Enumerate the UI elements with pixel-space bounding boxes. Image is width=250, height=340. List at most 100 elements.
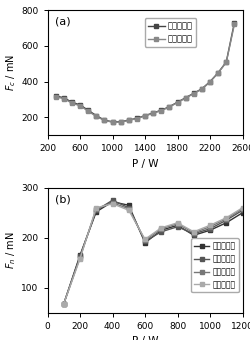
第二次实验 bbox=[176, 225, 179, 229]
Line: 第三次实验: 第三次实验 bbox=[62, 201, 244, 306]
Legend: 第一次实验, 第二次实验, 第三次实验, 第四次实验: 第一次实验, 第二次实验, 第三次实验, 第四次实验 bbox=[191, 238, 239, 292]
第一次实验 bbox=[160, 108, 163, 112]
第三次实验 bbox=[144, 238, 146, 242]
第二次实验 bbox=[144, 239, 146, 243]
第一次实验 bbox=[192, 91, 195, 95]
第一次实验 bbox=[54, 94, 57, 98]
第一次实验 bbox=[62, 302, 65, 306]
第一次实验 bbox=[208, 80, 212, 84]
第二次实验 bbox=[208, 227, 212, 231]
Y-axis label: $F_n$ / mN: $F_n$ / mN bbox=[5, 232, 18, 269]
第二次实验 bbox=[160, 108, 163, 113]
第四次实验 bbox=[95, 206, 98, 210]
第二次实验 bbox=[233, 22, 236, 27]
第二次实验 bbox=[95, 115, 98, 119]
第一次实验 bbox=[111, 120, 114, 124]
Legend: 第一次实验, 第二次实验: 第一次实验, 第二次实验 bbox=[144, 18, 196, 47]
第四次实验 bbox=[111, 202, 114, 206]
第二次实验 bbox=[127, 118, 130, 122]
第一次实验 bbox=[160, 228, 163, 232]
Line: 第四次实验: 第四次实验 bbox=[62, 202, 244, 306]
第四次实验 bbox=[62, 302, 65, 306]
Text: (a): (a) bbox=[55, 16, 71, 27]
第二次实验 bbox=[78, 254, 82, 258]
第二次实验 bbox=[152, 111, 154, 115]
第二次实验 bbox=[241, 208, 244, 212]
第一次实验 bbox=[225, 60, 228, 64]
第一次实验 bbox=[111, 200, 114, 204]
第一次实验 bbox=[95, 210, 98, 214]
第四次实验 bbox=[225, 216, 228, 220]
第四次实验 bbox=[241, 206, 244, 210]
第二次实验 bbox=[225, 60, 228, 64]
第二次实验 bbox=[168, 105, 171, 109]
第四次实验 bbox=[208, 223, 212, 227]
第二次实验 bbox=[192, 91, 195, 96]
第三次实验 bbox=[127, 207, 130, 211]
第三次实验 bbox=[208, 225, 212, 229]
第一次实验 bbox=[241, 211, 244, 215]
第二次实验 bbox=[78, 104, 82, 108]
Y-axis label: $F_c$ / mN: $F_c$ / mN bbox=[5, 54, 18, 91]
第三次实验 bbox=[192, 231, 195, 235]
第二次实验 bbox=[62, 302, 65, 306]
第一次实验 bbox=[78, 253, 82, 257]
第三次实验 bbox=[176, 222, 179, 226]
第四次实验 bbox=[127, 208, 130, 212]
第二次实验 bbox=[216, 71, 220, 75]
第一次实验 bbox=[103, 118, 106, 122]
第一次实验 bbox=[119, 120, 122, 124]
第四次实验 bbox=[144, 237, 146, 241]
第二次实验 bbox=[86, 109, 90, 113]
第二次实验 bbox=[103, 118, 106, 122]
第二次实验 bbox=[70, 101, 74, 105]
Text: (b): (b) bbox=[55, 194, 71, 204]
第一次实验 bbox=[127, 203, 130, 207]
第一次实验 bbox=[86, 108, 90, 112]
第一次实验 bbox=[192, 233, 195, 237]
Line: 第二次实验: 第二次实验 bbox=[62, 198, 244, 306]
第二次实验 bbox=[111, 198, 114, 202]
Line: 第一次实验: 第一次实验 bbox=[62, 200, 244, 306]
第二次实验 bbox=[176, 101, 179, 105]
第一次实验 bbox=[176, 223, 179, 227]
第一次实验 bbox=[152, 111, 154, 115]
第二次实验 bbox=[160, 230, 163, 234]
X-axis label: P / W: P / W bbox=[132, 336, 158, 340]
第二次实验 bbox=[200, 87, 203, 91]
第四次实验 bbox=[192, 230, 195, 234]
第三次实验 bbox=[78, 256, 82, 260]
第一次实验 bbox=[208, 228, 212, 232]
Line: 第一次实验: 第一次实验 bbox=[54, 21, 236, 124]
第四次实验 bbox=[160, 226, 163, 230]
第二次实验 bbox=[208, 80, 212, 84]
第二次实验 bbox=[127, 206, 130, 210]
第一次实验 bbox=[200, 87, 203, 91]
第二次实验 bbox=[184, 96, 187, 100]
第一次实验 bbox=[136, 116, 138, 120]
第四次实验 bbox=[176, 221, 179, 225]
第三次实验 bbox=[111, 201, 114, 205]
第一次实验 bbox=[144, 241, 146, 245]
第二次实验 bbox=[54, 95, 57, 99]
第二次实验 bbox=[144, 114, 146, 118]
第二次实验 bbox=[192, 232, 195, 236]
第一次实验 bbox=[127, 118, 130, 122]
第二次实验 bbox=[111, 120, 114, 124]
第二次实验 bbox=[119, 120, 122, 124]
第二次实验 bbox=[225, 218, 228, 222]
第一次实验 bbox=[62, 96, 65, 100]
第一次实验 bbox=[70, 100, 74, 104]
第四次实验 bbox=[78, 257, 82, 261]
第一次实验 bbox=[144, 114, 146, 118]
第三次实验 bbox=[95, 207, 98, 211]
X-axis label: P / W: P / W bbox=[132, 159, 158, 169]
第一次实验 bbox=[168, 105, 171, 109]
第二次实验 bbox=[136, 117, 138, 121]
第二次实验 bbox=[62, 97, 65, 101]
第一次实验 bbox=[184, 96, 187, 100]
第三次实验 bbox=[62, 302, 65, 306]
第三次实验 bbox=[225, 217, 228, 221]
Line: 第二次实验: 第二次实验 bbox=[54, 22, 236, 124]
第一次实验 bbox=[176, 100, 179, 104]
